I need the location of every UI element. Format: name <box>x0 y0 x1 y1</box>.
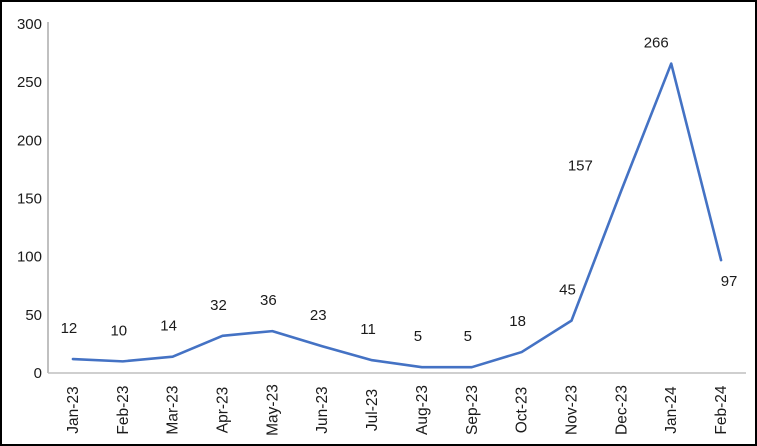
y-tick-label: 50 <box>25 307 42 324</box>
data-point-label: 23 <box>310 307 327 324</box>
data-point-label: 5 <box>464 328 472 345</box>
data-point-label: 97 <box>721 273 738 290</box>
data-series-line <box>71 62 723 369</box>
x-tick-label: Apr-23 <box>215 387 232 434</box>
x-tick-label: Oct-23 <box>514 387 531 434</box>
x-tick-label: Aug-23 <box>414 385 431 435</box>
x-tick-label: Feb-24 <box>713 385 730 434</box>
data-point-label: 266 <box>644 35 669 52</box>
data-point-label: 14 <box>160 318 177 335</box>
x-tick-label: Jul-23 <box>364 389 381 431</box>
data-point-label: 45 <box>559 282 576 299</box>
x-tick-label: Sep-23 <box>464 385 481 435</box>
data-point-label: 32 <box>210 297 227 314</box>
x-tick-label: Dec-23 <box>613 385 630 435</box>
y-tick-label: 100 <box>17 249 42 266</box>
x-tick-label: Jan-23 <box>65 386 82 433</box>
data-point-label: 18 <box>509 313 526 330</box>
data-point-label: 5 <box>414 328 422 345</box>
y-tick-label: 250 <box>17 74 42 91</box>
x-tick-label: Feb-23 <box>115 385 132 434</box>
data-point-label: 10 <box>110 322 127 339</box>
x-tick-label: May-23 <box>264 384 281 436</box>
y-tick-label: 150 <box>17 191 42 208</box>
y-tick-label: 300 <box>17 16 42 33</box>
y-tick-label: 0 <box>34 365 42 382</box>
data-point-label: 157 <box>568 157 593 174</box>
data-point-label: 36 <box>260 292 277 309</box>
x-tick-label: Jan-24 <box>663 386 680 434</box>
data-point-label: 12 <box>61 320 78 337</box>
x-tick-label: Mar-23 <box>165 385 182 434</box>
x-tick-label: Jun-23 <box>314 386 331 433</box>
data-point-label: 11 <box>360 321 376 338</box>
y-tick-label: 200 <box>17 132 42 149</box>
x-tick-label: Nov-23 <box>564 385 581 435</box>
